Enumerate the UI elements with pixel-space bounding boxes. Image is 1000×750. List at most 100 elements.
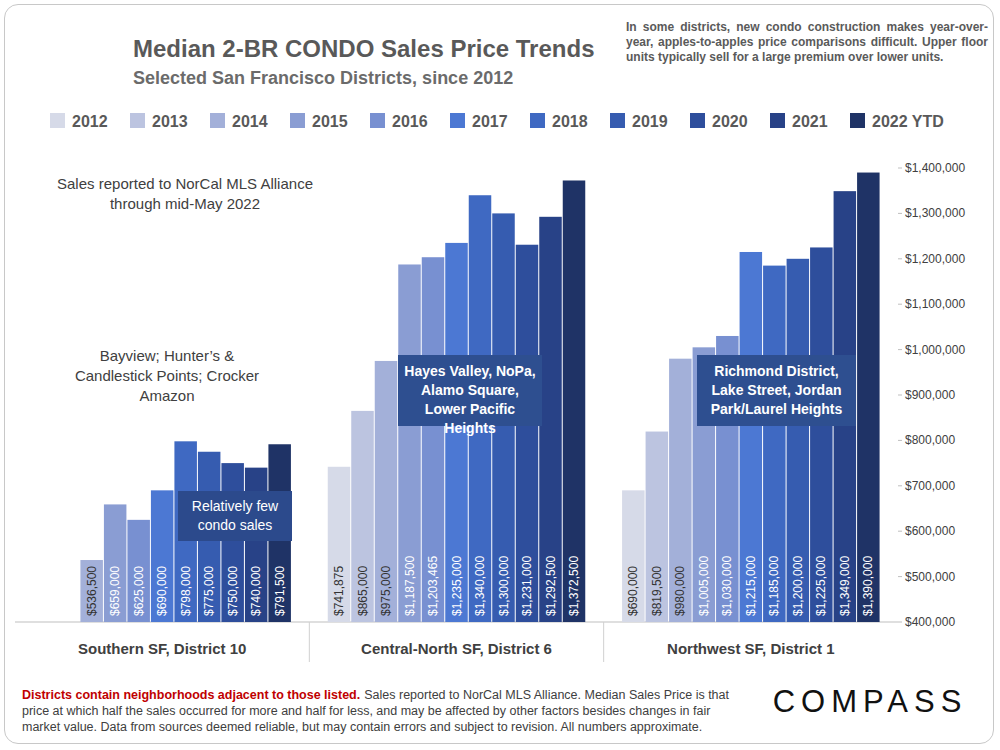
legend-swatch — [770, 113, 785, 128]
y-tick-label: $1,300,000 — [905, 206, 965, 220]
y-tick — [898, 213, 902, 214]
data-label: $1,215,000 — [744, 556, 758, 616]
bar — [151, 490, 174, 622]
bar — [857, 173, 880, 622]
data-label: $750,000 — [226, 566, 240, 616]
chart-card: Median 2-BR CONDO Sales Price Trends Sele… — [0, 0, 1000, 750]
legend-label: 2014 — [232, 113, 268, 130]
legend-swatch — [610, 113, 625, 128]
y-tick-label: $800,000 — [905, 433, 955, 447]
data-label: $740,000 — [249, 566, 263, 616]
district-annotation: Bayview; Hunter’s & Candlestick Points; … — [62, 346, 272, 406]
y-tick — [898, 576, 902, 577]
y-tick — [898, 485, 902, 486]
data-label: $865,000 — [356, 566, 370, 616]
data-label: $1,200,000 — [791, 556, 805, 616]
y-tick — [898, 258, 902, 259]
y-tick-label: $1,100,000 — [905, 297, 965, 311]
y-tick-label: $1,200,000 — [905, 252, 965, 266]
chart-subtitle: Selected San Francisco Districts, since … — [133, 68, 513, 88]
bar — [646, 432, 669, 622]
district-box: Hayes Valley, NoPa, Alamo Square, Lower … — [398, 355, 542, 426]
data-label: $980,000 — [673, 566, 687, 616]
logo: COMPASS — [760, 684, 980, 720]
legend-label: 2017 — [472, 113, 508, 130]
footnote-emphasis: Districts contain neighborhoods adjacent… — [22, 688, 360, 702]
legend-swatch — [690, 113, 705, 128]
data-label: $1,005,000 — [697, 556, 711, 616]
data-label: $975,000 — [379, 566, 393, 616]
bar — [622, 490, 645, 622]
legend-label: 2015 — [312, 113, 348, 130]
legend-label: 2016 — [392, 113, 428, 130]
legend-swatch — [50, 113, 65, 128]
chart-title: Median 2-BR CONDO Sales Price Trends — [133, 35, 594, 62]
bar — [810, 247, 833, 622]
footnote: Districts contain neighborhoods adjacent… — [22, 687, 742, 735]
y-tick — [898, 304, 902, 305]
y-tick-label: $400,000 — [905, 615, 955, 629]
legend-label: 2021 — [792, 113, 828, 130]
data-label: $1,390,000 — [861, 556, 875, 616]
data-label: $1,340,000 — [473, 556, 487, 616]
data-label: $1,235,000 — [450, 556, 464, 616]
data-label: $690,000 — [626, 566, 640, 616]
data-label: $775,000 — [202, 566, 216, 616]
bar — [80, 560, 103, 622]
data-label: $819,500 — [650, 566, 664, 616]
category-separator — [603, 622, 604, 662]
legend-swatch — [370, 113, 385, 128]
category-label: Northwest SF, District 1 — [667, 640, 835, 657]
legend-swatch — [210, 113, 225, 128]
bar — [669, 359, 692, 622]
data-label: $1,030,000 — [720, 556, 734, 616]
data-label: $1,231,000 — [520, 556, 534, 616]
legend-label: 2020 — [712, 113, 748, 130]
y-tick-label: $1,400,000 — [905, 161, 965, 175]
source-annotation: Sales reported to NorCal MLS Alliance th… — [40, 174, 330, 214]
category-label: Central-North SF, District 6 — [361, 640, 552, 657]
y-tick — [898, 349, 902, 350]
legend-label: 2022 YTD — [872, 113, 944, 130]
legend-swatch — [850, 113, 865, 128]
data-label: $625,000 — [132, 566, 146, 616]
district-box: Richmond District, Lake Street, Jordan P… — [697, 355, 856, 426]
category-separator — [309, 622, 310, 662]
data-label: $1,372,500 — [567, 556, 581, 616]
bar — [375, 361, 398, 622]
data-label: $1,187,500 — [403, 556, 417, 616]
bar — [563, 180, 586, 622]
bar — [351, 411, 374, 622]
bar — [516, 245, 539, 622]
data-label: $690,000 — [155, 566, 169, 616]
data-label: $1,203,465 — [426, 556, 440, 616]
legend: 2012201320142015201620172018201920202021… — [50, 113, 944, 130]
data-label: $659,000 — [108, 566, 122, 616]
y-tick-label: $500,000 — [905, 570, 955, 584]
y-tick-label: $900,000 — [905, 388, 955, 402]
bar — [740, 252, 763, 622]
data-label: $1,185,000 — [767, 556, 781, 616]
legend-label: 2013 — [152, 113, 188, 130]
legend-label: 2018 — [552, 113, 588, 130]
y-tick — [898, 395, 902, 396]
y-tick — [898, 531, 902, 532]
bar — [763, 266, 786, 622]
data-label: $536,500 — [85, 566, 99, 616]
bars — [80, 173, 879, 622]
callout-box: Relatively few condo sales — [178, 491, 292, 541]
data-label: $1,292,500 — [544, 556, 558, 616]
data-label: $741,875 — [332, 566, 346, 616]
bar — [422, 257, 445, 622]
data-labels: $536,500 $659,000 $625,000 $690,000 $798,000… — [85, 556, 876, 616]
y-tick-label: $1,000,000 — [905, 343, 965, 357]
legend-swatch — [450, 113, 465, 128]
y-tick-label: $600,000 — [905, 524, 955, 538]
bar — [398, 264, 421, 622]
bar — [787, 259, 810, 622]
category-label: Southern SF, District 10 — [78, 640, 246, 657]
data-label: $798,000 — [179, 566, 193, 616]
legend-swatch — [530, 113, 545, 128]
bar — [104, 504, 127, 622]
y-tick — [898, 168, 902, 169]
